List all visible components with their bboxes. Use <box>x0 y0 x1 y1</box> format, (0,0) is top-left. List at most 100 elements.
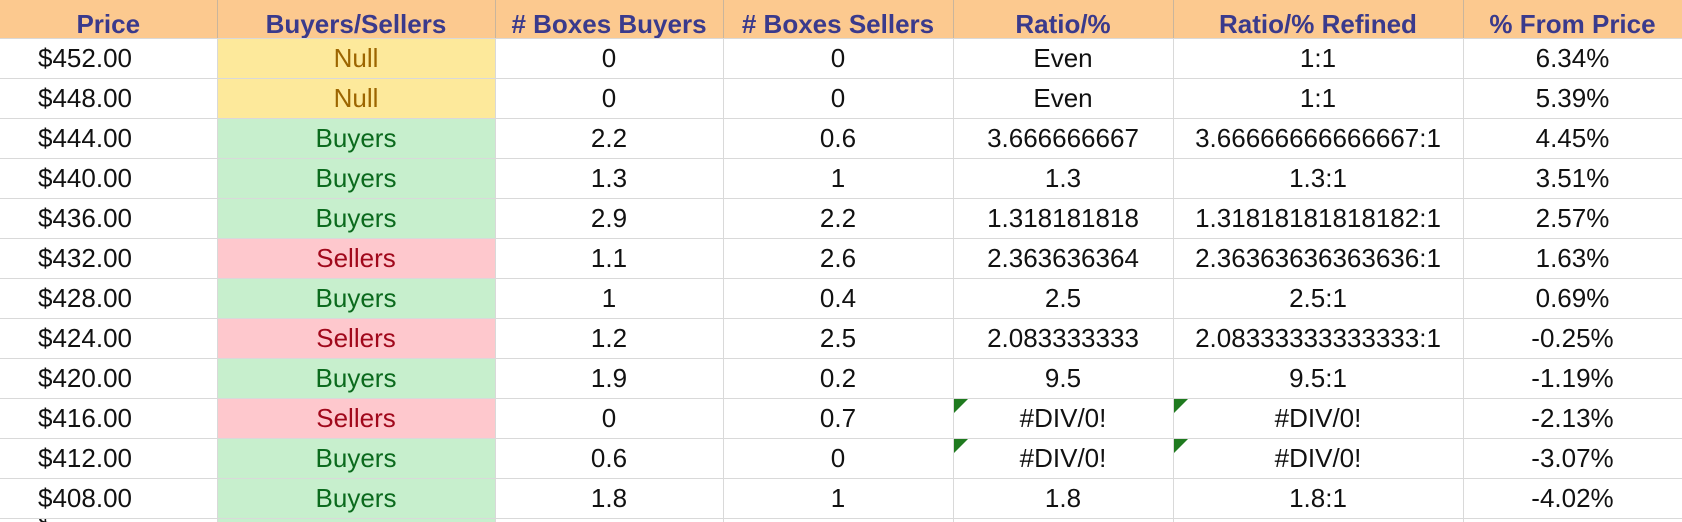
pct-from-price-cell[interactable]: -4.02% <box>1463 478 1682 519</box>
ratio-refined-cell[interactable]: #DIV/0! <box>1173 398 1464 439</box>
pct-from-price-cell[interactable]: -1.19% <box>1463 358 1682 399</box>
header-ratio-refined[interactable]: Ratio/% Refined <box>1173 0 1464 39</box>
ratio-cell[interactable]: #DIV/0! <box>953 398 1174 439</box>
boxes-buyers-cell[interactable]: 2.2 <box>495 118 724 159</box>
boxes-buyers-cell[interactable]: 2.9 <box>495 198 724 239</box>
boxes-buyers-cell[interactable]: 0 <box>495 38 724 79</box>
pct-from-price-cell[interactable]: -0.25% <box>1463 318 1682 359</box>
price-cell[interactable]: $408.00 <box>0 478 218 519</box>
price-cell[interactable]: $420.00 <box>0 358 218 399</box>
ratio-cell[interactable]: 2.083333333 <box>953 318 1174 359</box>
boxes-sellers-cell[interactable]: 2.6 <box>723 238 954 279</box>
header-ratio[interactable]: Ratio/% <box>953 0 1174 39</box>
ratio-cell[interactable]: Even <box>953 38 1174 79</box>
empty-cell[interactable] <box>1173 518 1464 522</box>
boxes-buyers-cell[interactable]: 1.2 <box>495 318 724 359</box>
table-row: $444.00 Buyers 2.2 0.6 3.666666667 3.66666666… <box>0 118 1682 159</box>
boxes-sellers-cell[interactable]: 0 <box>723 38 954 79</box>
pct-from-price-cell[interactable]: -3.07% <box>1463 438 1682 479</box>
ratio-refined-cell[interactable]: 2.5:1 <box>1173 278 1464 319</box>
boxes-buyers-cell[interactable]: 1.9 <box>495 358 724 399</box>
buyers-sellers-cell[interactable]: Null <box>217 38 496 79</box>
boxes-sellers-cell[interactable]: 0.7 <box>723 398 954 439</box>
boxes-sellers-cell[interactable]: 0 <box>723 438 954 479</box>
buyers-sellers-cell[interactable]: Buyers <box>217 118 496 159</box>
ratio-refined-cell[interactable]: 1:1 <box>1173 38 1464 79</box>
price-cell[interactable]: $440.00 <box>0 158 218 199</box>
pct-from-price-cell[interactable]: 5.39% <box>1463 78 1682 119</box>
ratio-refined-cell[interactable]: 1:1 <box>1173 78 1464 119</box>
ratio-cell[interactable]: 1.318181818 <box>953 198 1174 239</box>
boxes-buyers-cell[interactable]: 0 <box>495 398 724 439</box>
empty-cell[interactable] <box>953 518 1174 522</box>
boxes-sellers-cell[interactable]: 0.4 <box>723 278 954 319</box>
empty-cell[interactable] <box>495 518 724 522</box>
buyers-sellers-cell[interactable]: Sellers <box>217 398 496 439</box>
ratio-cell[interactable]: 1.3 <box>953 158 1174 199</box>
boxes-sellers-cell[interactable]: 2.2 <box>723 198 954 239</box>
pct-from-price-cell[interactable]: 0.69% <box>1463 278 1682 319</box>
boxes-sellers-cell[interactable]: 2.5 <box>723 318 954 359</box>
ratio-cell[interactable]: 3.666666667 <box>953 118 1174 159</box>
ratio-refined-cell[interactable]: #DIV/0! <box>1173 438 1464 479</box>
price-cell[interactable]: $412.00 <box>0 438 218 479</box>
ratio-refined-cell[interactable]: 1.31818181818182:1 <box>1173 198 1464 239</box>
pct-from-price-cell[interactable]: -2.13% <box>1463 398 1682 439</box>
buyers-sellers-cell[interactable] <box>217 518 496 522</box>
ratio-refined-cell[interactable]: 3.66666666666667:1 <box>1173 118 1464 159</box>
buyers-sellers-cell[interactable]: Buyers <box>217 438 496 479</box>
ratio-refined-cell[interactable]: 1.8:1 <box>1173 478 1464 519</box>
ratio-refined-cell[interactable]: 1.3:1 <box>1173 158 1464 199</box>
ratio-refined-cell[interactable]: 9.5:1 <box>1173 358 1464 399</box>
price-cell[interactable]: $448.00 <box>0 78 218 119</box>
pct-from-price-cell[interactable]: 4.45% <box>1463 118 1682 159</box>
pct-from-price-cell[interactable]: 1.63% <box>1463 238 1682 279</box>
boxes-buyers-cell[interactable]: 1 <box>495 278 724 319</box>
pct-from-price-cell[interactable]: 2.57% <box>1463 198 1682 239</box>
boxes-sellers-cell[interactable]: 0 <box>723 78 954 119</box>
ratio-cell[interactable]: #DIV/0! <box>953 438 1174 479</box>
ratio-refined-cell[interactable]: 2.08333333333333:1 <box>1173 318 1464 359</box>
header-buyers-sellers[interactable]: Buyers/Sellers <box>217 0 496 39</box>
buyers-sellers-cell[interactable]: Buyers <box>217 478 496 519</box>
price-cell[interactable]: $428.00 <box>0 278 218 319</box>
buyers-sellers-cell[interactable]: Buyers <box>217 278 496 319</box>
price-cell[interactable]: $436.00 <box>0 198 218 239</box>
boxes-buyers-cell[interactable]: 0.6 <box>495 438 724 479</box>
buyers-sellers-cell[interactable]: Null <box>217 78 496 119</box>
header-price[interactable]: Price <box>0 0 218 39</box>
header-boxes-sellers[interactable]: # Boxes Sellers <box>723 0 954 39</box>
price-cell[interactable]: $432.00 <box>0 238 218 279</box>
header-boxes-buyers[interactable]: # Boxes Buyers <box>495 0 724 39</box>
buyers-sellers-cell[interactable]: Sellers <box>217 318 496 359</box>
boxes-sellers-cell[interactable]: 1 <box>723 478 954 519</box>
boxes-sellers-cell[interactable]: 1 <box>723 158 954 199</box>
price-cell[interactable]: $ <box>0 518 218 522</box>
ratio-cell[interactable]: 2.363636364 <box>953 238 1174 279</box>
boxes-buyers-cell[interactable]: 1.1 <box>495 238 724 279</box>
ratio-cell[interactable]: 1.8 <box>953 478 1174 519</box>
price-cell[interactable]: $424.00 <box>0 318 218 359</box>
boxes-buyers-cell[interactable]: 1.3 <box>495 158 724 199</box>
ratio-cell[interactable]: Even <box>953 78 1174 119</box>
buyers-sellers-cell[interactable]: Sellers <box>217 238 496 279</box>
boxes-buyers-cell[interactable]: 0 <box>495 78 724 119</box>
pct-from-price-cell[interactable]: 3.51% <box>1463 158 1682 199</box>
ratio-refined-cell[interactable]: 2.36363636363636:1 <box>1173 238 1464 279</box>
ratio-cell[interactable]: 2.5 <box>953 278 1174 319</box>
price-cell[interactable]: $416.00 <box>0 398 218 439</box>
ratio-cell[interactable]: 9.5 <box>953 358 1174 399</box>
empty-cell[interactable] <box>723 518 954 522</box>
boxes-sellers-cell[interactable]: 0.6 <box>723 118 954 159</box>
buyers-sellers-cell[interactable]: Buyers <box>217 358 496 399</box>
empty-cell[interactable] <box>1463 518 1682 522</box>
boxes-sellers-cell[interactable]: 0.2 <box>723 358 954 399</box>
price-cell[interactable]: $452.00 <box>0 38 218 79</box>
pct-from-price-cell[interactable]: 6.34% <box>1463 38 1682 79</box>
header-pct-from-price[interactable]: % From Price <box>1463 0 1682 39</box>
buyers-sellers-cell[interactable]: Buyers <box>217 198 496 239</box>
buyers-sellers-cell[interactable]: Buyers <box>217 158 496 199</box>
boxes-buyers-cell[interactable]: 1.8 <box>495 478 724 519</box>
price-cell[interactable]: $444.00 <box>0 118 218 159</box>
